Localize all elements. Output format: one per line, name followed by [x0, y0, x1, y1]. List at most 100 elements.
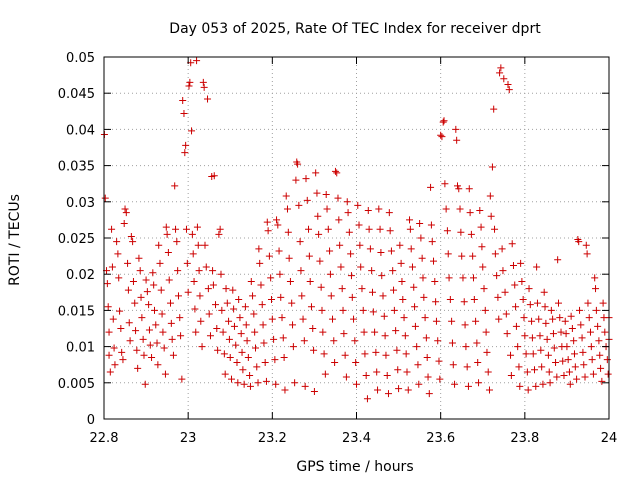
data-point-plus [310, 346, 318, 354]
data-point-plus [368, 288, 376, 296]
data-point-plus [512, 303, 520, 311]
data-point-plus [190, 277, 198, 285]
data-point-plus [300, 337, 308, 345]
data-point-plus [162, 223, 170, 231]
data-point-plus [244, 353, 252, 361]
data-point-plus [539, 380, 547, 388]
data-point-plus [204, 285, 212, 293]
data-point-plus [177, 332, 185, 340]
data-point-plus [387, 247, 395, 255]
data-point-plus [297, 267, 305, 275]
data-point-plus [232, 341, 240, 349]
data-point-plus [526, 301, 534, 309]
data-point-plus [161, 370, 169, 378]
data-point-plus [554, 256, 562, 264]
data-point-plus [579, 348, 587, 356]
data-point-plus [158, 310, 166, 318]
data-point-plus [452, 125, 460, 133]
data-point-plus [377, 248, 385, 256]
data-point-plus [316, 257, 324, 265]
data-point-plus [520, 314, 528, 322]
data-point-plus [581, 373, 589, 381]
data-point-plus [302, 175, 310, 183]
data-point-plus [264, 227, 272, 235]
data-point-plus [296, 238, 304, 246]
data-point-plus [167, 319, 175, 327]
data-point-plus [157, 286, 165, 294]
data-point-plus [281, 386, 289, 394]
data-point-plus [252, 344, 259, 352]
x-tick-label: 23.6 [426, 431, 455, 446]
data-point-plus [393, 346, 401, 354]
data-point-plus [195, 267, 203, 275]
data-point-plus [476, 206, 484, 214]
data-point-plus [354, 201, 362, 209]
data-point-plus [122, 209, 130, 217]
data-point-plus [552, 359, 560, 367]
data-point-plus [265, 252, 273, 260]
y-tick-label: 0.03 [66, 196, 95, 211]
data-point-plus [386, 227, 394, 235]
data-point-plus [145, 326, 153, 334]
data-point-plus [173, 238, 181, 246]
data-point-plus [215, 230, 223, 238]
data-point-plus [165, 276, 173, 284]
data-point-plus [317, 283, 325, 291]
data-point-plus [171, 182, 179, 190]
data-point-plus [528, 334, 536, 342]
data-point-plus [420, 293, 428, 301]
data-point-plus [384, 390, 392, 398]
data-point-plus [394, 366, 402, 374]
data-point-plus [403, 368, 411, 376]
data-point-plus [236, 314, 244, 322]
data-point-plus [603, 356, 611, 364]
data-point-plus [320, 350, 328, 358]
data-point-plus [432, 317, 440, 325]
data-point-plus [517, 259, 525, 267]
data-point-plus [438, 133, 446, 141]
data-point-plus [267, 296, 275, 304]
data-point-plus [159, 328, 167, 336]
data-point-plus [540, 288, 548, 296]
data-point-plus [253, 363, 261, 371]
data-point-plus [192, 328, 200, 336]
data-point-plus [495, 315, 503, 323]
data-point-plus [337, 263, 345, 271]
data-point-plus [251, 328, 259, 336]
data-point-plus [565, 368, 573, 376]
data-point-plus [267, 274, 275, 282]
grid-lines [104, 57, 609, 419]
axis-ticks: 0 0.005 0.01 0.015 0.02 0.025 0.03 0.035 0.04 0.0… [58, 51, 617, 446]
data-point-plus [334, 194, 342, 202]
data-point-plus [333, 169, 341, 177]
data-point-plus [105, 351, 113, 359]
data-point-plus [416, 220, 424, 228]
data-point-plus [368, 267, 376, 275]
y-tick-label: 0 [87, 413, 95, 428]
data-point-plus [114, 250, 122, 258]
data-point-plus [523, 368, 531, 376]
data-point-plus [307, 303, 315, 311]
data-point-plus [604, 370, 612, 378]
data-point-plus [249, 292, 257, 300]
data-point-plus [597, 364, 605, 372]
data-point-plus [289, 321, 297, 329]
data-point-plus [301, 382, 309, 390]
data-point-plus [497, 64, 505, 72]
data-point-plus [250, 310, 258, 318]
data-point-plus [312, 169, 320, 177]
data-point-plus [512, 322, 520, 330]
data-point-plus [577, 321, 585, 329]
data-point-plus [408, 263, 416, 271]
data-point-plus [455, 185, 463, 193]
data-point-plus [271, 356, 279, 364]
data-point-plus [427, 221, 435, 229]
data-point-plus [226, 353, 234, 361]
data-point-plus [457, 228, 465, 236]
data-point-plus [340, 330, 348, 338]
data-point-plus [270, 335, 278, 343]
y-tick-label: 0.045 [58, 87, 95, 102]
data-point-plus [129, 277, 137, 285]
data-point-plus [372, 348, 380, 356]
data-point-plus [222, 285, 230, 293]
